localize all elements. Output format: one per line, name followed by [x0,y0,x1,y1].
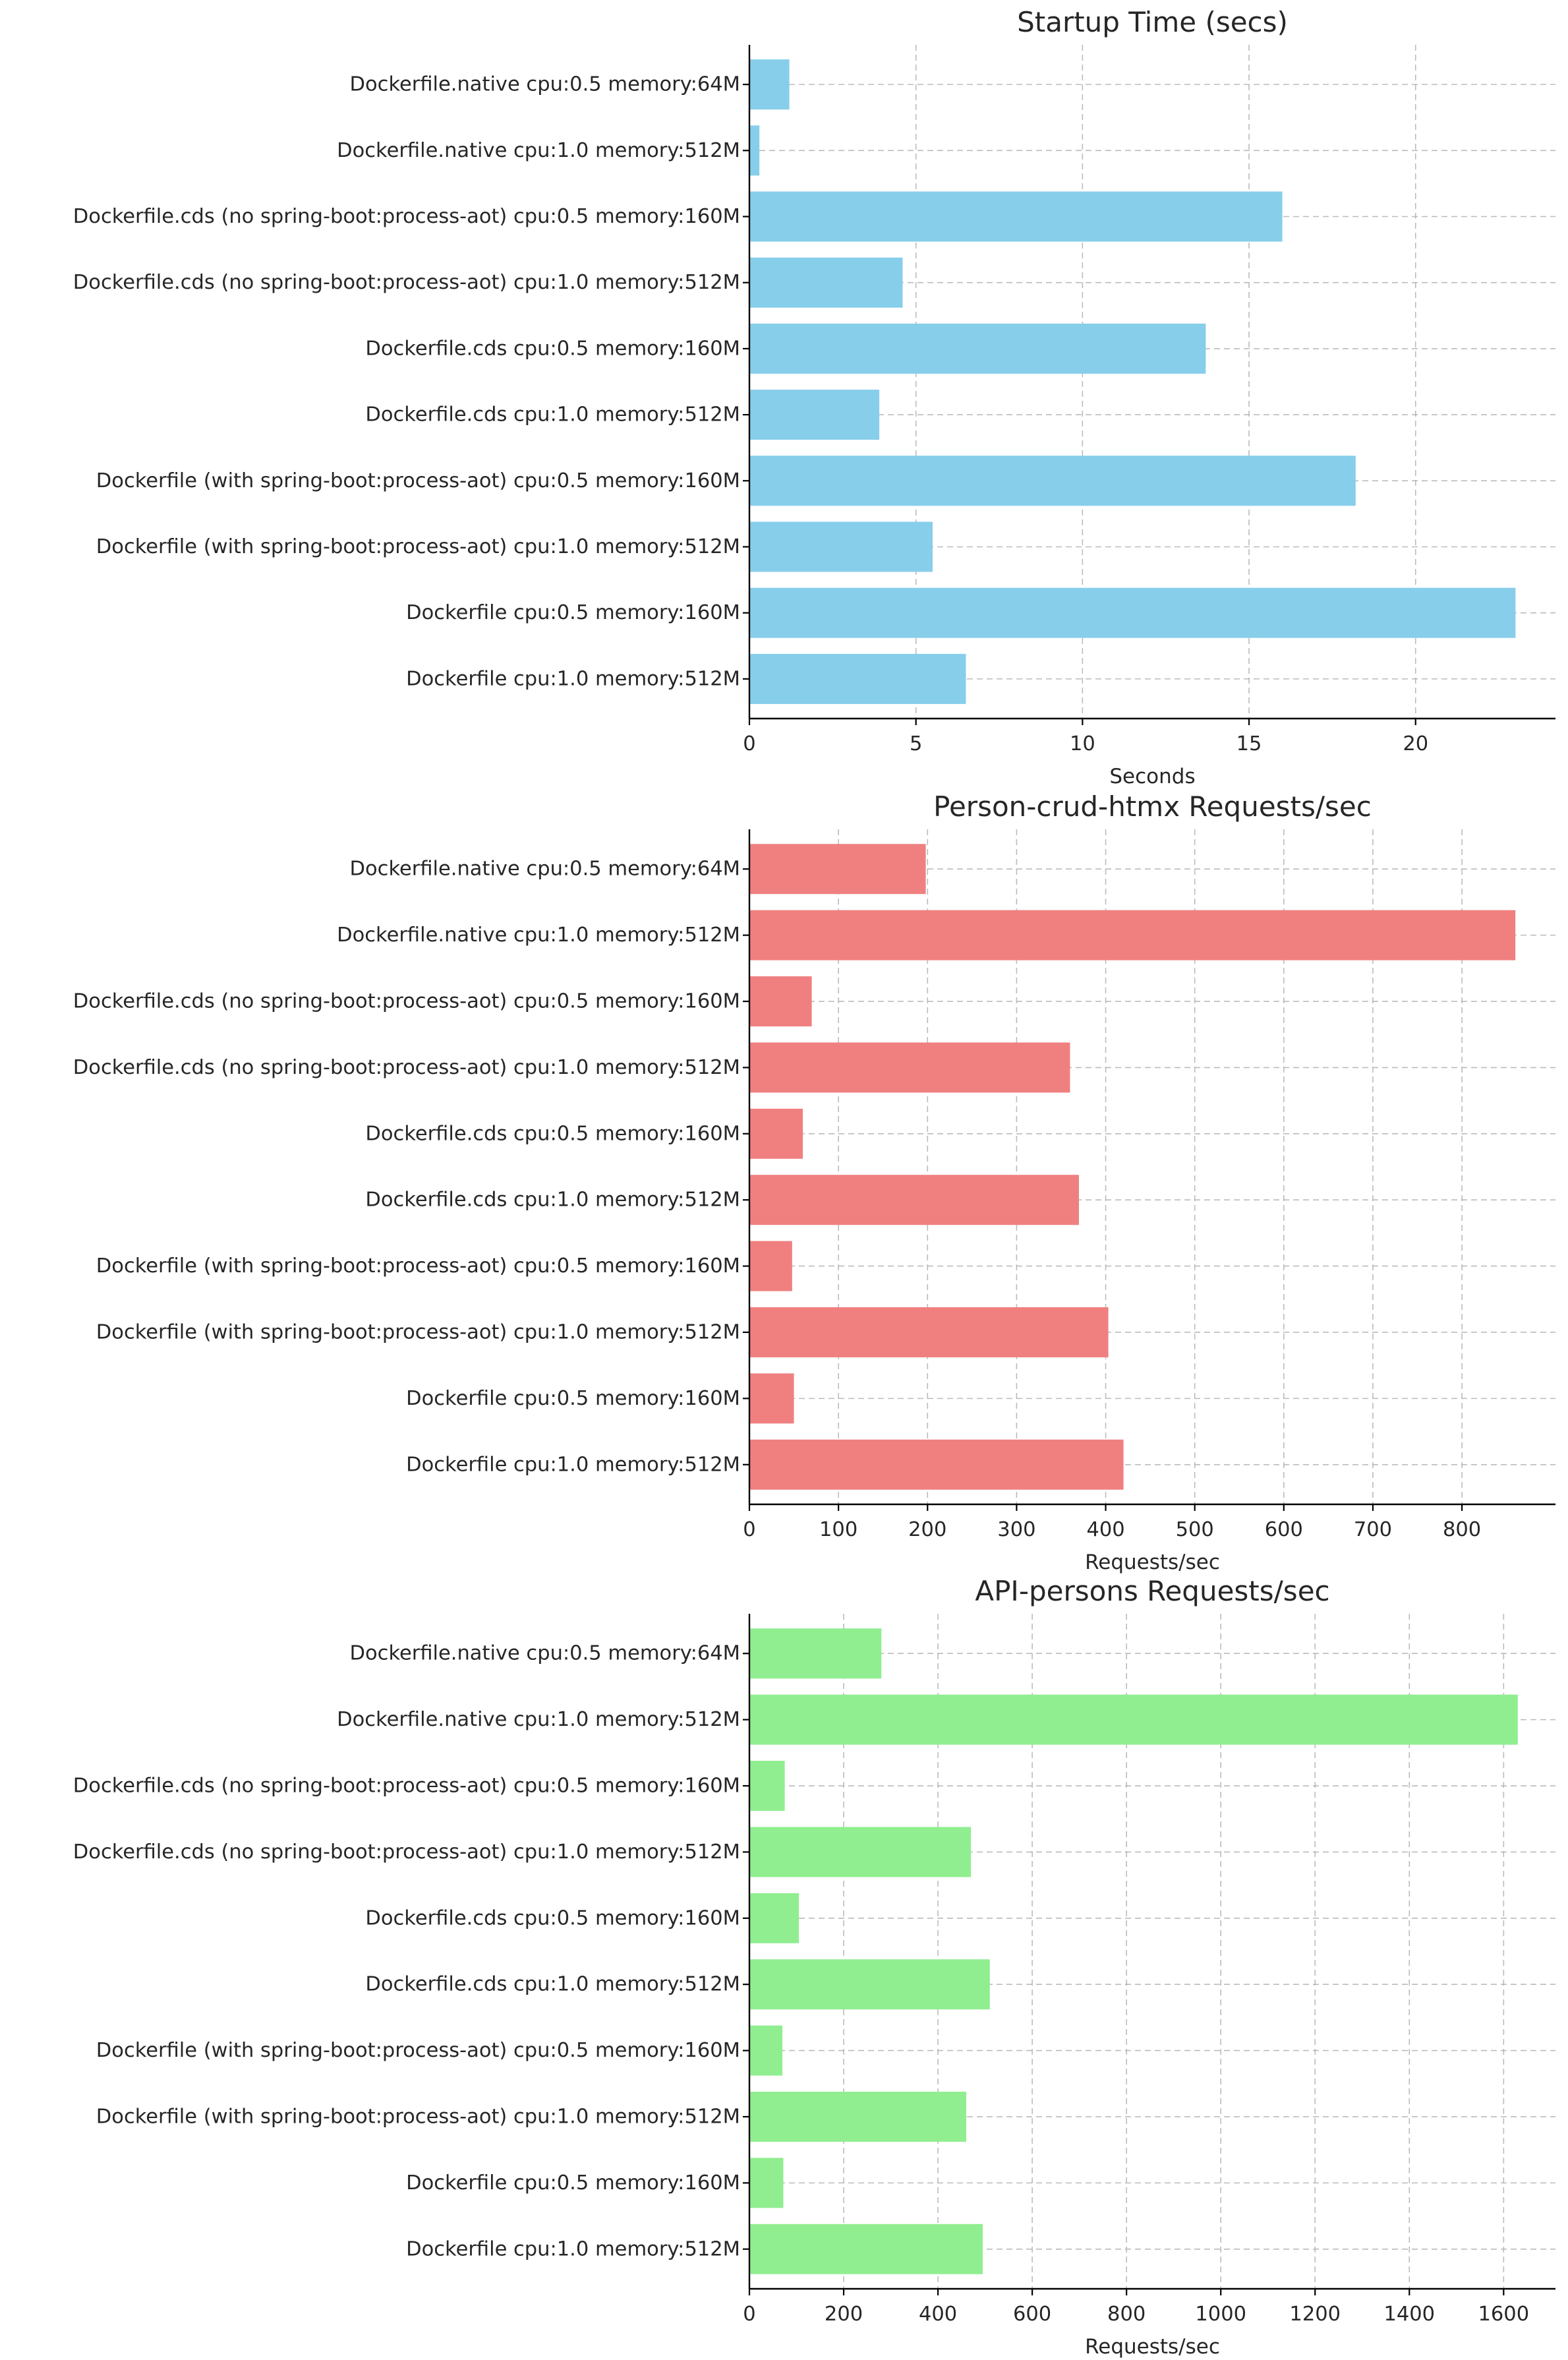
x-axis-label: Requests/sec [1085,1550,1220,1574]
y-tick-label: Dockerfile.cds cpu:0.5 memory:160M [365,1122,740,1145]
chart-1: Dockerfile.native cpu:0.5 memory:64M Dock… [73,6,1555,788]
bar [749,59,790,110]
x-tick-label: 400 [919,2303,957,2326]
y-tick-label: Dockerfile cpu:1.0 memory:512M [406,1453,740,1476]
x-tick-label: 15 [1236,732,1262,755]
chart-title: Person-crud-htmx Requests/sec [933,790,1372,823]
chart-3: Dockerfile.native cpu:0.5 memory:64M Dock… [73,1575,1555,2359]
y-tick-label: Dockerfile.cds cpu:0.5 memory:160M [365,337,740,360]
x-tick-label: 300 [997,1518,1035,1541]
bar [749,2091,966,2142]
x-tick-label: 200 [908,1518,946,1541]
y-tick-label: Dockerfile (with spring-boot:process-aot… [96,1254,740,1278]
bar [749,1175,1080,1225]
bar [749,976,812,1027]
y-tick-label: Dockerfile.cds (no spring-boot:process-a… [73,990,740,1013]
y-tick-label: Dockerfile (with spring-boot:process-aot… [96,1320,740,1343]
chart-title: API-persons Requests/sec [975,1575,1329,1607]
bar [749,521,933,572]
x-tick-label: 600 [1013,2303,1051,2326]
y-tick-label: Dockerfile.native cpu:1.0 memory:512M [337,1708,740,1731]
bar [749,257,903,308]
y-tick-label: Dockerfile cpu:0.5 memory:160M [406,2171,740,2195]
x-tick-label: 400 [1086,1518,1124,1541]
y-tick-label: Dockerfile cpu:1.0 memory:512M [406,667,740,690]
bar [749,1439,1124,1490]
bar [749,1959,990,2010]
bar [749,390,880,440]
y-tick-label: Dockerfile (with spring-boot:process-aot… [96,535,740,558]
x-tick-label: 600 [1265,1518,1303,1541]
x-tick-label: 5 [910,732,922,755]
y-tick-label: Dockerfile.native cpu:0.5 memory:64M [350,1642,740,1665]
bar [749,1042,1070,1093]
x-tick-label: 0 [743,732,755,755]
y-tick-label: Dockerfile.cds (no spring-boot:process-a… [73,271,740,294]
x-tick-label: 0 [743,2303,755,2326]
y-tick-label: Dockerfile (with spring-boot:process-aot… [96,2105,740,2128]
bar [749,1373,794,1424]
x-tick-label: 20 [1403,732,1428,755]
chart-2: Dockerfile.native cpu:0.5 memory:64M Dock… [73,790,1555,1574]
y-tick-label: Dockerfile.cds cpu:1.0 memory:512M [365,1189,740,1212]
x-tick-label: 0 [743,1518,755,1541]
bar [749,191,1283,242]
y-tick-label: Dockerfile cpu:1.0 memory:512M [406,2237,740,2260]
x-tick-label: 100 [819,1518,857,1541]
bar [749,1628,882,1679]
bar [749,653,966,704]
x-tick-label: 10 [1070,732,1095,755]
y-tick-label: Dockerfile.cds cpu:1.0 memory:512M [365,403,740,427]
bar [749,844,926,895]
y-tick-label: Dockerfile.cds cpu:1.0 memory:512M [365,1973,740,1996]
y-tick-label: Dockerfile cpu:0.5 memory:160M [406,601,740,624]
y-tick-label: Dockerfile.cds (no spring-boot:process-a… [73,1841,740,1864]
y-tick-label: Dockerfile.native cpu:1.0 memory:512M [337,924,740,947]
bar [749,1694,1518,1745]
y-tick-label: Dockerfile (with spring-boot:process-aot… [96,469,740,492]
bar [749,125,760,176]
x-tick-label: 200 [825,2303,863,2326]
y-tick-label: Dockerfile.cds (no spring-boot:process-a… [73,205,740,228]
bar [749,1307,1109,1357]
bar [749,2025,783,2076]
bar [749,2158,784,2208]
x-tick-label: 800 [1107,2303,1146,2326]
x-tick-label: 500 [1176,1518,1214,1541]
x-tick-label: 1000 [1195,2303,1246,2326]
bar [749,1241,792,1291]
bar [749,1827,972,1877]
x-axis-label: Requests/sec [1085,2335,1220,2359]
bar [749,1893,799,1943]
bar [749,323,1206,374]
x-tick-label: 700 [1354,1518,1392,1541]
y-tick-label: Dockerfile.native cpu:0.5 memory:64M [350,858,740,881]
x-tick-label: 1600 [1478,2303,1530,2326]
y-tick-label: Dockerfile (with spring-boot:process-aot… [96,2039,740,2062]
bar [749,456,1356,506]
bar [749,1761,785,1812]
y-tick-label: Dockerfile.cds (no spring-boot:process-a… [73,1775,740,1798]
bar [749,1108,803,1159]
x-axis-label: Seconds [1109,765,1195,788]
y-tick-label: Dockerfile.cds cpu:0.5 memory:160M [365,1906,740,1930]
x-tick-label: 1200 [1289,2303,1341,2326]
y-tick-label: Dockerfile.native cpu:1.0 memory:512M [337,139,740,162]
y-tick-label: Dockerfile.cds (no spring-boot:process-a… [73,1056,740,1079]
bar [749,587,1516,638]
x-tick-label: 800 [1443,1518,1481,1541]
y-tick-label: Dockerfile.native cpu:0.5 memory:64M [350,73,740,96]
x-tick-label: 1400 [1383,2303,1435,2326]
bar [749,910,1516,960]
bar [749,2224,983,2274]
chart-title: Startup Time (secs) [1017,6,1288,38]
y-tick-label: Dockerfile cpu:0.5 memory:160M [406,1387,740,1410]
